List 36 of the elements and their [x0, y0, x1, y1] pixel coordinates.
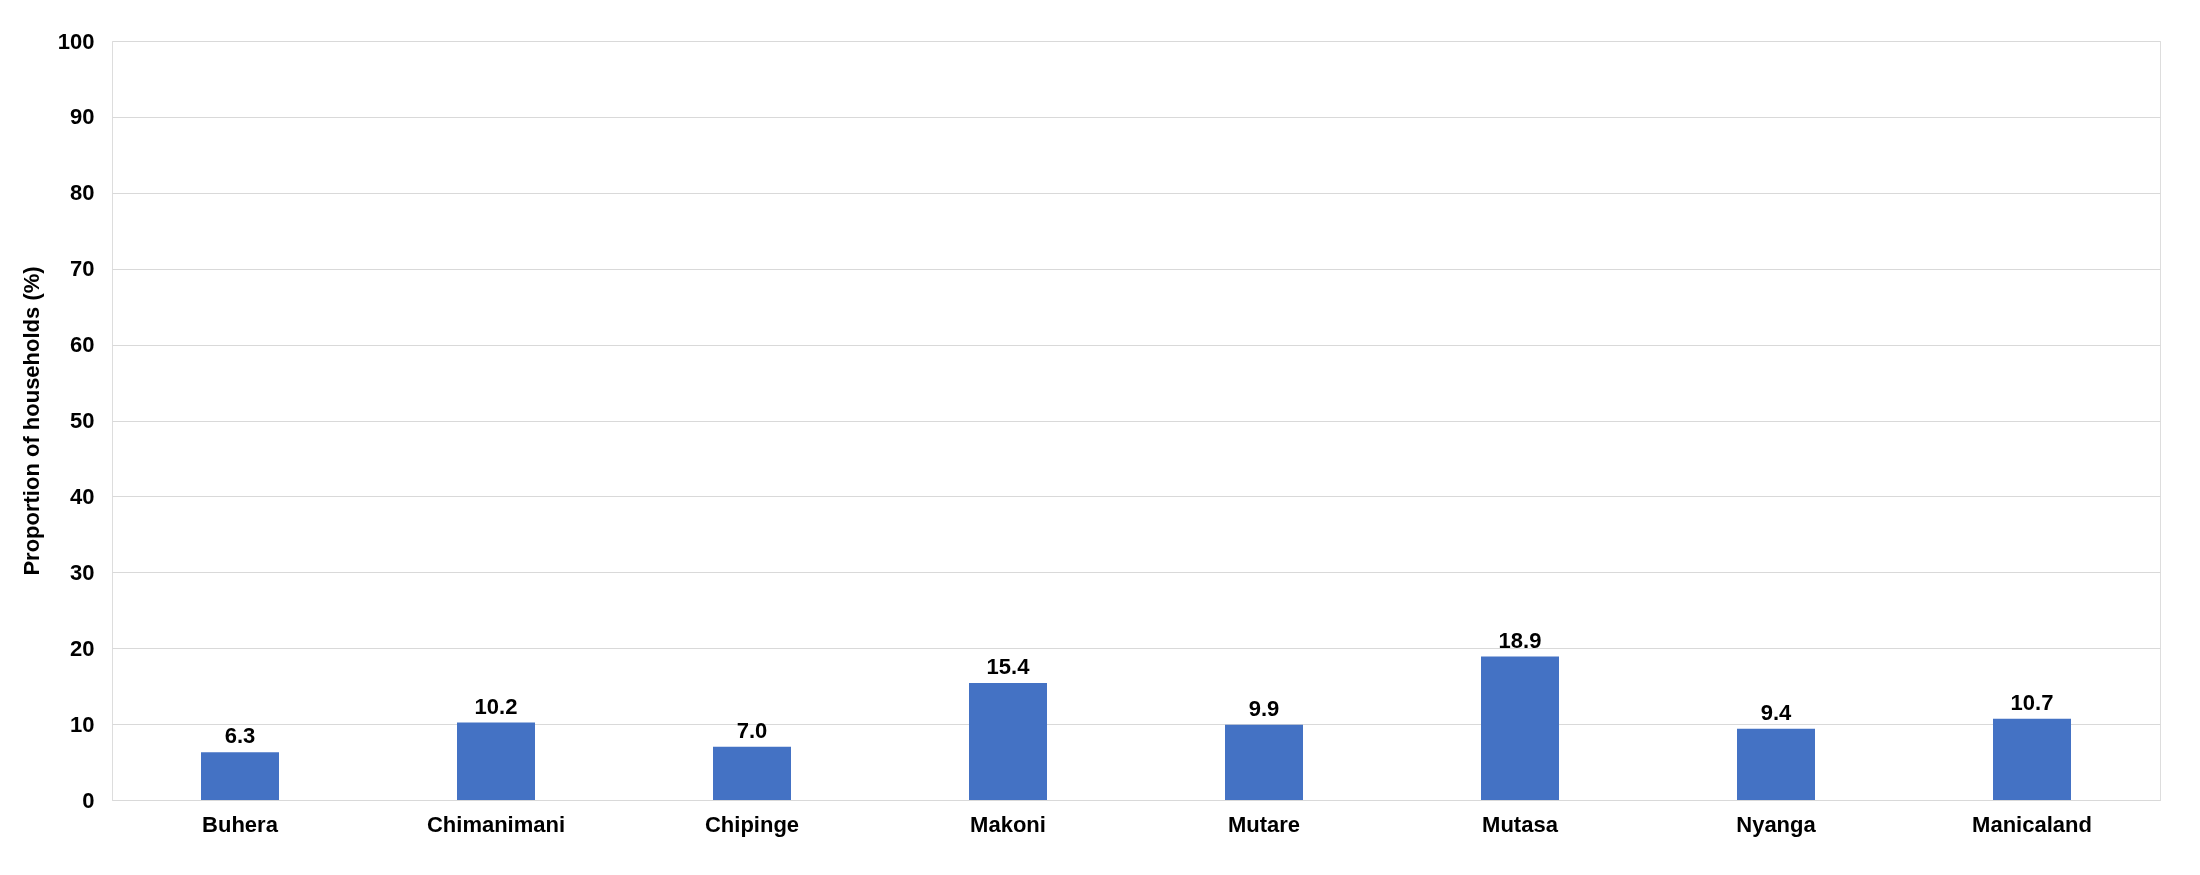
y-tick-label: 30: [70, 559, 95, 585]
y-tick-label: 50: [70, 408, 95, 433]
y-tick-label: 40: [70, 483, 95, 509]
y-tick-label: 0: [82, 787, 95, 813]
x-tick-label: Makoni: [970, 811, 1046, 837]
bar: [713, 746, 791, 800]
data-label: 6.3: [224, 723, 256, 749]
y-tick-label: 90: [70, 104, 95, 130]
data-label: 9.4: [1760, 699, 1793, 725]
y-tick-label: 100: [57, 28, 95, 54]
data-label: 18.9: [1498, 627, 1542, 653]
x-tick-label: Manicaland: [1972, 811, 2092, 837]
bar: [969, 683, 1047, 800]
bar: [457, 722, 535, 800]
y-axis-title: Proportion of households (%): [18, 266, 44, 576]
x-tick-label: Buhera: [202, 811, 279, 837]
data-label: 15.4: [986, 654, 1031, 680]
data-label: 10.7: [2010, 689, 2054, 715]
data-label: 10.2: [474, 693, 518, 719]
bar: [1737, 728, 1815, 800]
y-tick-label: 20: [70, 635, 95, 661]
y-tick-label: 10: [70, 711, 95, 737]
x-tick-label: Mutasa: [1482, 811, 1559, 837]
x-tick-label: Chipinge: [704, 811, 800, 837]
bar: [1993, 718, 2071, 800]
x-tick-label: Chimanimani: [426, 811, 566, 837]
bar: [1481, 656, 1559, 800]
y-tick-label: 70: [70, 256, 95, 282]
bar: [201, 752, 279, 800]
x-tick-label: Nyanga: [1736, 811, 1817, 837]
data-label: 7.0: [736, 717, 768, 743]
data-label: 9.9: [1248, 695, 1280, 721]
y-tick-label: 80: [70, 180, 95, 206]
x-tick-label: Mutare: [1227, 811, 1301, 837]
y-tick-label: 60: [70, 332, 95, 358]
bar: [1225, 724, 1303, 800]
